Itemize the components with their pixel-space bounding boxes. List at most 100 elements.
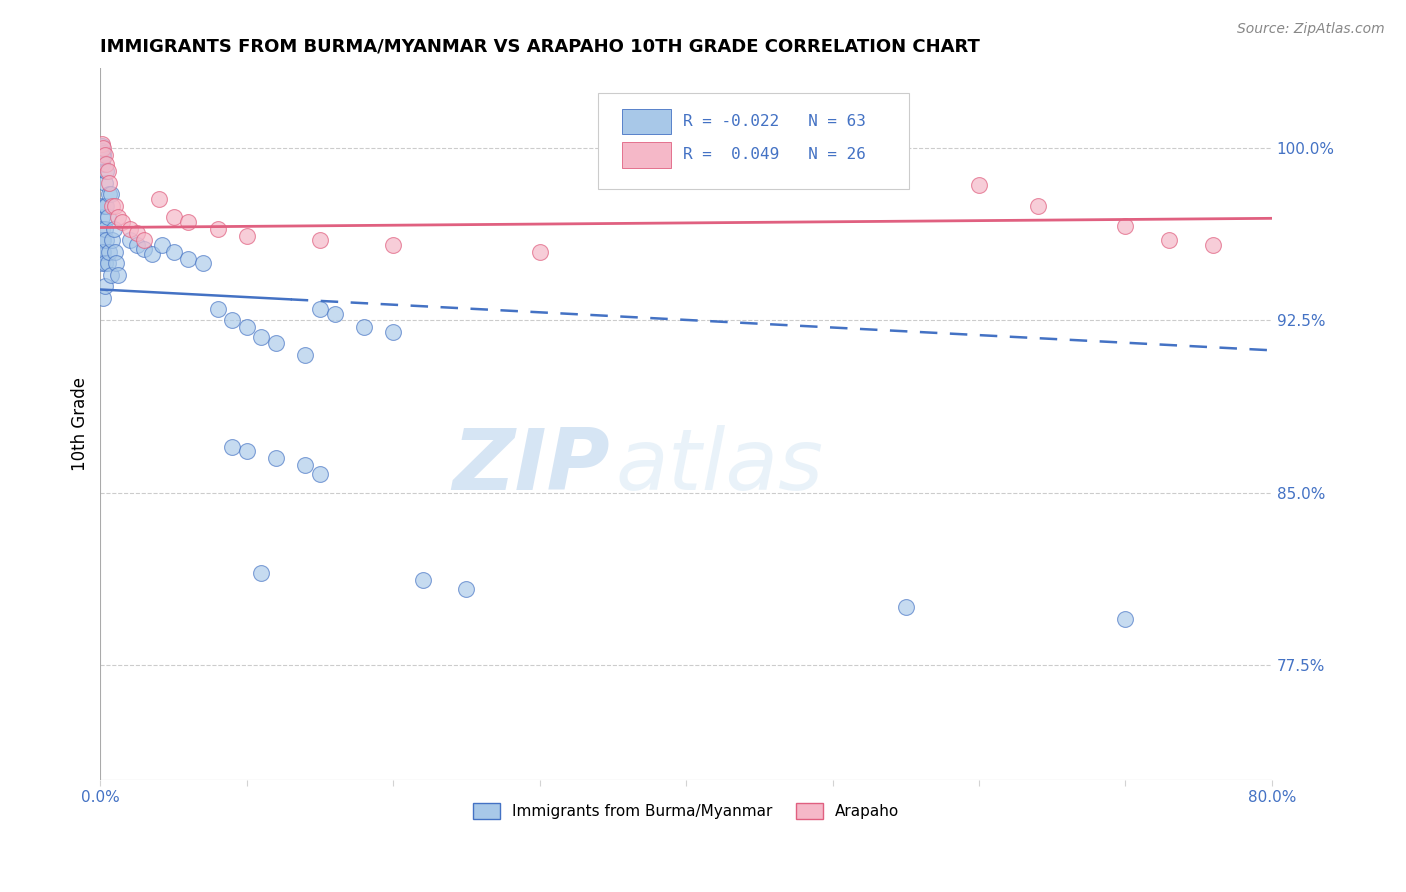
Point xyxy=(90,139,112,153)
Point xyxy=(93,176,115,190)
Point xyxy=(93,199,115,213)
Point xyxy=(125,237,148,252)
Text: atlas: atlas xyxy=(616,425,824,508)
Point xyxy=(221,440,243,454)
FancyBboxPatch shape xyxy=(621,142,671,168)
Text: IMMIGRANTS FROM BURMA/MYANMAR VS ARAPAHO 10TH GRADE CORRELATION CHART: IMMIGRANTS FROM BURMA/MYANMAR VS ARAPAHO… xyxy=(100,37,980,55)
Point xyxy=(1026,199,1049,213)
Point xyxy=(90,244,112,259)
Point xyxy=(412,573,434,587)
Point xyxy=(90,233,112,247)
Point xyxy=(118,221,141,235)
Point xyxy=(90,256,112,270)
Point xyxy=(90,221,112,235)
Point xyxy=(100,268,122,282)
Point xyxy=(177,252,200,266)
Point xyxy=(125,226,148,240)
Point xyxy=(162,244,184,259)
Point xyxy=(1202,237,1225,252)
Point xyxy=(107,210,129,224)
Point xyxy=(105,256,128,270)
Point xyxy=(98,176,121,190)
Point xyxy=(309,301,332,316)
Point xyxy=(96,233,118,247)
Point xyxy=(91,141,114,155)
Point xyxy=(90,157,112,171)
Point xyxy=(98,187,121,202)
Point xyxy=(1114,219,1136,234)
Point xyxy=(309,467,332,482)
Point xyxy=(250,566,273,580)
Point xyxy=(90,210,112,224)
Point xyxy=(91,244,114,259)
Point xyxy=(98,244,121,259)
Point xyxy=(90,199,112,213)
FancyBboxPatch shape xyxy=(621,109,671,134)
Point xyxy=(529,244,551,259)
Point xyxy=(93,256,115,270)
Point xyxy=(97,210,120,224)
Point xyxy=(93,221,115,235)
Legend: Immigrants from Burma/Myanmar, Arapaho: Immigrants from Burma/Myanmar, Arapaho xyxy=(467,797,905,825)
Point xyxy=(107,268,129,282)
Point xyxy=(456,582,478,596)
Point xyxy=(91,233,114,247)
Point xyxy=(100,187,122,202)
Point xyxy=(177,215,200,229)
Point xyxy=(250,329,273,343)
Point xyxy=(90,148,112,162)
Point xyxy=(93,148,115,162)
Point xyxy=(150,237,173,252)
Text: ZIP: ZIP xyxy=(453,425,610,508)
Point xyxy=(141,247,163,261)
Point xyxy=(118,233,141,247)
Point xyxy=(207,301,229,316)
FancyBboxPatch shape xyxy=(599,93,908,189)
Point xyxy=(1159,233,1181,247)
Text: R =  0.049   N = 26: R = 0.049 N = 26 xyxy=(682,147,866,162)
Point xyxy=(236,444,259,458)
Point xyxy=(894,600,917,615)
Point xyxy=(967,178,990,192)
Text: R = -0.022   N = 63: R = -0.022 N = 63 xyxy=(682,114,866,128)
Point xyxy=(111,215,134,229)
Point xyxy=(1114,612,1136,626)
Point xyxy=(207,221,229,235)
Point xyxy=(91,145,114,160)
Point xyxy=(90,144,112,158)
Point xyxy=(264,451,287,466)
Point xyxy=(96,199,118,213)
Point xyxy=(148,192,170,206)
Point xyxy=(353,320,375,334)
Point xyxy=(90,136,112,151)
Point xyxy=(134,243,156,257)
Point xyxy=(191,256,214,270)
Point xyxy=(103,221,125,235)
Text: Source: ZipAtlas.com: Source: ZipAtlas.com xyxy=(1237,22,1385,37)
Point xyxy=(101,199,124,213)
Point xyxy=(97,164,120,178)
Point xyxy=(294,348,316,362)
Y-axis label: 10th Grade: 10th Grade xyxy=(72,376,89,471)
Point xyxy=(221,313,243,327)
Point xyxy=(294,458,316,472)
Point xyxy=(104,244,127,259)
Point xyxy=(104,199,127,213)
Point xyxy=(236,320,259,334)
Point xyxy=(134,233,156,247)
Point xyxy=(323,307,346,321)
Point xyxy=(264,336,287,351)
Point xyxy=(309,233,332,247)
Point xyxy=(101,233,124,247)
Point xyxy=(382,237,405,252)
Point xyxy=(91,291,114,305)
Point xyxy=(236,228,259,243)
Point xyxy=(162,210,184,224)
Point xyxy=(91,151,114,165)
Point xyxy=(97,256,120,270)
Point xyxy=(96,164,118,178)
Point xyxy=(90,153,112,167)
Point xyxy=(93,279,115,293)
Point xyxy=(96,157,118,171)
Point xyxy=(382,325,405,339)
